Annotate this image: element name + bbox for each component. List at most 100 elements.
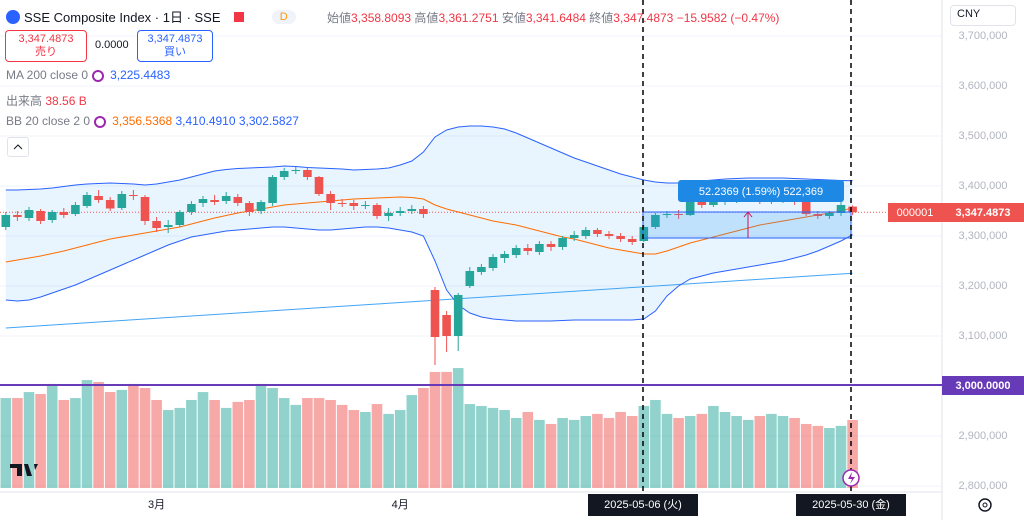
candle-body: [221, 196, 231, 201]
y-tick-label: 3,300,000: [959, 230, 1008, 242]
y-tick-label: 3,600,000: [959, 80, 1008, 92]
spread: 0.0000: [95, 39, 129, 51]
candle-body: [256, 202, 266, 211]
volume-bar: [406, 395, 418, 488]
measure-arrow-head: [743, 211, 753, 218]
candle-body: [233, 197, 243, 203]
sell-button[interactable]: 3,347.4873 売り: [5, 30, 87, 62]
candle-body: [848, 206, 857, 213]
candle-body: [500, 254, 509, 258]
candle-body: [593, 230, 602, 234]
level-price: 3,000.0000: [955, 380, 1010, 392]
volume-bar: [12, 398, 23, 488]
y-tick-label: 2,800,000: [959, 480, 1008, 492]
candle-body: [187, 204, 196, 212]
measure-label: 52.2369 (1.59%) 522,369: [699, 186, 823, 198]
volume-bar: [186, 399, 197, 488]
settings-icon[interactable]: [978, 498, 992, 512]
y-tick-label: 3,100,000: [959, 330, 1008, 342]
candle-body: [314, 177, 324, 194]
y-tick-label: 3,500,000: [959, 130, 1008, 142]
candle-body: [140, 197, 150, 221]
bb-fill: [5, 126, 853, 321]
candle-body: [163, 225, 173, 227]
volume-bar: [638, 405, 650, 488]
volume-bar: [499, 410, 510, 488]
flag[interactable]: [234, 11, 245, 22]
candle-body: [291, 170, 301, 171]
measure-box[interactable]: [642, 211, 852, 239]
volume-bar: [510, 417, 522, 488]
sell-price: 3,347.4873: [18, 33, 74, 45]
symbol-title[interactable]: SSE Composite Index · 1日 · SSE: [24, 10, 221, 25]
volume-bar: [418, 387, 429, 488]
collapse-button[interactable]: [7, 137, 29, 157]
currency-select[interactable]: CNY: [950, 5, 1016, 26]
bb-legend: BB 20 close 2 0 3,356.5368 3,410.4910 3,3…: [6, 114, 299, 128]
candle-body: [326, 194, 335, 203]
candle-body: [1, 215, 11, 227]
volume-bar: [557, 417, 568, 488]
ma-icon[interactable]: [92, 69, 105, 82]
bb-icon[interactable]: [94, 115, 107, 128]
bb-value: 3,356.5368: [112, 114, 173, 128]
candle-body: [697, 202, 707, 205]
candle-body: [82, 195, 92, 206]
volume-bar: [592, 413, 603, 488]
volume-label[interactable]: 出来高: [6, 94, 43, 108]
symbol-tag: 000001: [897, 207, 934, 219]
volume-bar: [325, 399, 336, 488]
buy-price: 3,347.4873: [147, 33, 203, 45]
date-marker: 2025-05-30 (金): [812, 497, 890, 511]
candle-body: [651, 215, 660, 227]
volume-value: 38.56 B: [45, 94, 87, 108]
volume-bar: [487, 407, 499, 488]
y-tick-label: 2,900,000: [959, 430, 1008, 442]
volume-bar: [650, 399, 661, 488]
volume-bar: [545, 423, 557, 488]
candle-body: [546, 244, 556, 247]
candle-body: [419, 209, 428, 214]
ohlc-label: 始値: [327, 11, 352, 25]
volume-bar: [162, 410, 174, 488]
last-price-bg: [942, 203, 1024, 222]
ma-label[interactable]: MA 200 close 0: [6, 68, 89, 82]
bb-value: 3,302.5827: [238, 114, 299, 128]
change: −15.9582 (−0.47%): [676, 11, 780, 25]
ma-legend: MA 200 close 0 3,225.4483: [6, 68, 170, 82]
symbol-tag-bg: [888, 203, 942, 222]
volume-bar: [383, 413, 394, 488]
candle-body: [268, 177, 277, 203]
volume-bar: [0, 398, 12, 488]
candle-body: [627, 239, 637, 242]
candle-body: [674, 214, 683, 215]
candle-body: [24, 210, 34, 218]
candle-body: [511, 248, 521, 255]
badge[interactable]: D: [271, 9, 296, 24]
volume-bar: [348, 410, 360, 488]
volume-bar: [754, 416, 766, 488]
ma-value: 3,225.4483: [110, 68, 171, 82]
candle-body: [662, 214, 672, 215]
candle-body: [47, 212, 57, 220]
logo[interactable]: [10, 464, 38, 476]
volume-bar: [151, 399, 162, 488]
candle-body: [71, 205, 80, 214]
volume-bar: [603, 417, 615, 488]
bb-label[interactable]: BB 20 close 2 0: [6, 114, 91, 128]
candle-body: [117, 194, 127, 208]
ohlc-value: 3,341.6484: [525, 11, 586, 25]
candle-body: [94, 196, 103, 200]
volume-bar: [58, 399, 70, 488]
volume-bar: [244, 399, 255, 488]
buy-button[interactable]: 3,347.4873 買い: [137, 30, 213, 62]
candle-body: [361, 205, 370, 206]
candle-body: [430, 290, 440, 337]
candle-body: [198, 199, 208, 203]
collapse-icon: [13, 144, 23, 150]
candle-body: [337, 203, 347, 204]
volume-bar: [580, 416, 592, 488]
volume-bar: [360, 411, 371, 488]
volume-bar: [673, 417, 684, 488]
